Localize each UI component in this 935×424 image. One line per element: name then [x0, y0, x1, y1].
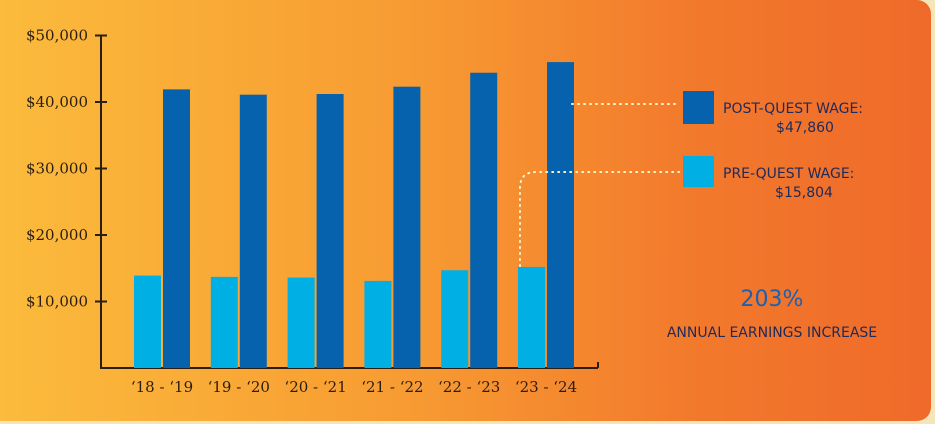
post-quest-bar-3: [393, 86, 421, 368]
pre-legend-label: PRE-QUEST WAGE:: [723, 166, 854, 182]
pre-quest-bar-1: [210, 276, 238, 368]
x-tick-label: ‘23 - ‘24: [515, 378, 577, 396]
y-tick-label: $10,000: [26, 293, 88, 311]
post-quest-bar-2: [316, 94, 344, 369]
y-tick-label: $20,000: [26, 226, 88, 244]
y-tick-label: $30,000: [26, 160, 88, 178]
post-legend-label: POST-QUEST WAGE:: [723, 101, 863, 117]
bars: [134, 62, 574, 369]
post-quest-bar-1: [239, 94, 267, 368]
pre-leader-line: [519, 171, 681, 267]
x-tick-label: ‘18 - ‘19: [131, 378, 193, 396]
increase-label: ANNUAL EARNINGS INCREASE: [667, 325, 877, 341]
increase-percent: 203%: [741, 287, 804, 312]
post-legend-swatch: [683, 91, 714, 124]
y-ticks: $10,000 $20,000 $30,000 $40,000 $50,000: [26, 27, 107, 311]
pre-quest-bar-2: [287, 277, 315, 368]
post-legend-value: $47,860: [776, 120, 834, 136]
pre-quest-bar-3: [364, 280, 392, 368]
x-tick-label: ‘19 - ‘20: [208, 378, 270, 396]
pre-quest-bar-4: [441, 270, 469, 368]
y-tick-label: $40,000: [26, 93, 88, 111]
x-ticks: ‘18 - ‘19 ‘19 - ‘20 ‘20 - ‘21 ‘21 - ‘22 ‘22 …: [131, 378, 577, 396]
pre-legend-value: $15,804: [775, 185, 833, 201]
x-tick-label: ‘22 - ‘23: [438, 378, 500, 396]
post-quest-bar-4: [470, 72, 498, 369]
pre-legend-swatch: [683, 156, 714, 187]
x-tick-label: ‘20 - ‘21: [284, 378, 346, 396]
y-tick-label: $50,000: [26, 27, 88, 45]
post-quest-bar-0: [163, 89, 190, 369]
pre-quest-bar-0: [134, 275, 161, 368]
pre-quest-bar-5: [518, 266, 545, 368]
post-quest-bar-5: [547, 62, 574, 368]
leader-lines: [519, 103, 681, 267]
x-tick-label: ‘21 - ‘22: [361, 378, 423, 396]
